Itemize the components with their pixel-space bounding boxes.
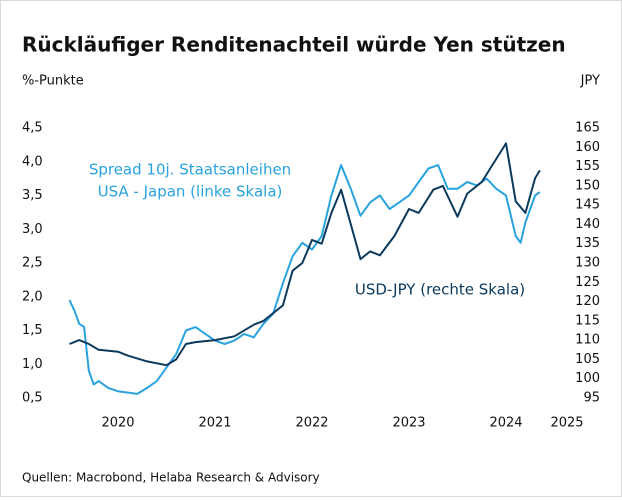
y2-tick-label: 145 — [575, 198, 600, 213]
y-tick-label: 4,5 — [22, 121, 43, 136]
y-tick-label: 2,0 — [22, 289, 43, 304]
y2-tick-label: 125 — [575, 275, 600, 290]
y2-tick-label: 150 — [575, 178, 600, 193]
x-tick-label: 2022 — [295, 416, 328, 431]
series-line — [69, 142, 541, 367]
x-tick-label: 2021 — [198, 416, 231, 431]
chart-title: Rückläufiger Renditenachteil würde Yen s… — [22, 33, 566, 57]
y2-tick-label: 135 — [575, 236, 600, 251]
y2-tick-label: 105 — [575, 352, 600, 367]
y2-tick-label: 140 — [575, 217, 600, 232]
annotation: USD-JPY (rechte Skala) — [355, 281, 525, 299]
y2-tick-label: 110 — [575, 333, 600, 348]
series-line — [68, 164, 541, 395]
y-tick-label: 4,0 — [22, 154, 43, 169]
source: Quellen: Macrobond, Helaba Research & Ad… — [22, 471, 320, 485]
y2-tick-label: 115 — [575, 313, 600, 328]
y-tick-label: 3,0 — [22, 222, 43, 237]
y-tick-label: 1,5 — [22, 323, 43, 338]
y2-tick-label: 130 — [575, 256, 600, 271]
y2-tick-label: 165 — [575, 121, 600, 136]
y2-axis-label: JPY — [580, 74, 600, 89]
x-tick-label: 2024 — [489, 416, 522, 431]
y-tick-label: 1,0 — [22, 357, 43, 372]
y-axis-label: %-Punkte — [22, 74, 84, 89]
y2-tick-label: 155 — [575, 159, 600, 174]
y2-tick-label: 100 — [575, 371, 600, 386]
y-tick-label: 3,5 — [22, 188, 43, 203]
annotation: USA - Japan (linke Skala) — [98, 183, 283, 201]
annotation: Spread 10j. Staatsanleihen — [89, 161, 291, 179]
y-tick-label: 0,5 — [22, 391, 43, 406]
x-tick-label: 2023 — [392, 416, 425, 431]
y2-tick-label: 160 — [575, 140, 600, 155]
y-tick-label: 2,5 — [22, 256, 43, 271]
y2-tick-label: 120 — [575, 294, 600, 309]
x-tick-label: 2020 — [101, 416, 134, 431]
x-tick-label: 2025 — [550, 416, 583, 431]
y2-tick-label: 95 — [583, 391, 600, 406]
